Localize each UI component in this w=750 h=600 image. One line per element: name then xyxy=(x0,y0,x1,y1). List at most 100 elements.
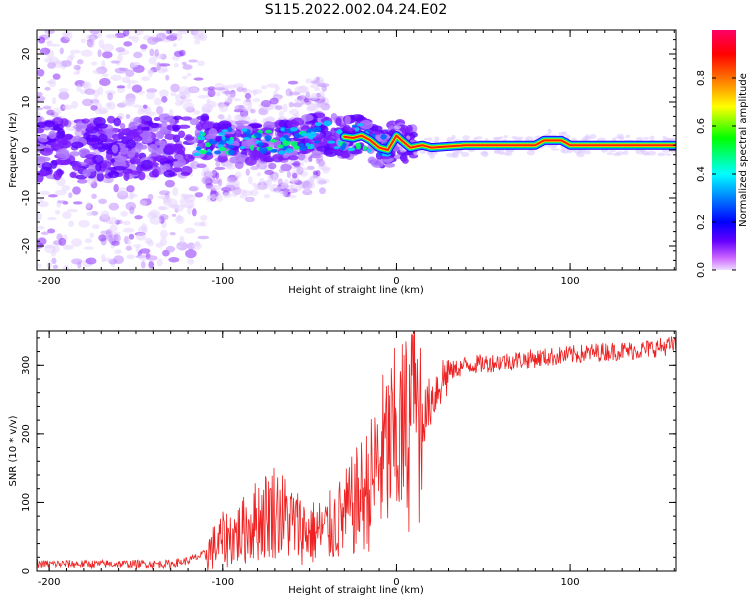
spectrogram-speckle xyxy=(37,95,46,102)
spectrogram-spot xyxy=(313,126,322,133)
spectrogram-speckle xyxy=(55,189,67,196)
spectrogram-speckle xyxy=(116,219,123,225)
spectrogram-speckle xyxy=(274,85,280,92)
spectrogram-speckle xyxy=(168,257,180,263)
spectrogram-blob xyxy=(248,123,262,129)
spectrogram-blob xyxy=(177,124,191,129)
spectrogram-speckle xyxy=(245,168,250,176)
spectrogram-speckle xyxy=(187,258,195,265)
spectrogram-speckle xyxy=(125,69,135,78)
spectrogram-blob xyxy=(139,130,152,139)
spectrogram-speckle xyxy=(146,111,157,116)
spectrogram-speckle xyxy=(182,102,194,112)
colorbar-gradient xyxy=(712,30,736,270)
spectrogram-blob xyxy=(264,155,273,163)
snr-xtick-label: -100 xyxy=(211,577,234,588)
spectrogram-spot xyxy=(257,142,264,147)
spectrogram-blob xyxy=(287,155,299,161)
spectrogram-blob xyxy=(344,115,351,125)
spectrogram-speckle xyxy=(58,237,67,246)
spectrogram-speckle xyxy=(62,211,72,219)
spectrogram-speckle xyxy=(216,92,221,97)
spectrogram-speckle xyxy=(263,99,270,106)
spectrogram-speckle xyxy=(128,195,134,200)
spectrogram-speckle xyxy=(117,187,129,196)
spectrogram-speckle xyxy=(110,74,122,81)
spectrogram-speckle xyxy=(140,43,148,50)
spectrogram-haze xyxy=(455,150,463,154)
spectrogram-ridge-core xyxy=(343,134,676,151)
spectrogram-speckle xyxy=(182,98,193,103)
spectrogram-speckle xyxy=(268,162,277,170)
spectrogram-spot xyxy=(227,126,233,132)
spectrogram-speckle xyxy=(244,93,252,100)
snr-ylabel: SNR (10 * v/v) xyxy=(8,415,19,486)
spectrogram-speckle xyxy=(114,32,126,39)
spectrogram-speckle xyxy=(247,176,253,184)
spectrogram-speckle xyxy=(37,212,43,221)
spectrogram-speckle xyxy=(299,167,310,171)
spectrogram-speckle xyxy=(37,263,42,269)
spectrogram-speckle xyxy=(108,217,118,225)
spectrogram-speckle xyxy=(120,211,128,217)
spectrogram-spot xyxy=(260,149,267,154)
spectrogram-speckle xyxy=(73,64,81,71)
spectrogram-speckle xyxy=(72,201,83,205)
spectrogram-speckle xyxy=(193,110,201,115)
spectrogram-haze xyxy=(646,150,657,156)
spectrogram-speckle xyxy=(272,188,279,192)
spectrogram-blob xyxy=(133,116,142,125)
spectrogram-haze xyxy=(547,128,552,135)
spectrogram-speckle xyxy=(115,47,126,53)
spectrogram-blob xyxy=(137,171,146,181)
spectrogram-speckle xyxy=(227,114,232,123)
spectrogram-speckle xyxy=(86,211,93,216)
spectrogram-spot xyxy=(377,152,383,156)
spectrogram-speckle xyxy=(63,31,73,41)
spectrogram-haze xyxy=(393,125,402,130)
spectrogram-speckle xyxy=(279,168,285,173)
spectrogram-haze xyxy=(635,136,644,142)
spectrogram-speckle xyxy=(249,189,259,197)
spectrogram-blob xyxy=(180,116,193,121)
spectrogram-spot xyxy=(333,146,340,150)
spectrogram-speckle xyxy=(201,103,214,113)
spectrogram-speckle xyxy=(122,220,131,226)
spectrogram-speckle xyxy=(303,159,309,163)
spectrogram-blob xyxy=(111,133,124,141)
spectrogram-speckle xyxy=(159,229,168,239)
spectrogram-speckle xyxy=(132,244,142,248)
snr-ytick-label: 0 xyxy=(21,568,32,574)
spectrogram-blob xyxy=(48,130,57,140)
colorbar-tick-label: 0.0 xyxy=(696,262,707,278)
snr-series-line xyxy=(37,331,676,571)
spectrogram-speckle xyxy=(119,122,126,130)
colorbar: 0.0 0.2 0.4 0.6 0.8 Normalized spectral ampl… xyxy=(696,30,749,278)
spectrogram-speckle xyxy=(37,237,47,246)
spectrogram-speckle xyxy=(245,98,251,102)
spectrogram-spot xyxy=(242,137,251,141)
spectrogram-speckle xyxy=(131,84,143,93)
spectrogram-marks xyxy=(37,30,676,270)
spectrogram-speckle xyxy=(225,96,233,104)
spectrogram-speckle xyxy=(80,38,86,44)
spectrogram-blob xyxy=(286,119,300,129)
spectrogram-spot xyxy=(264,135,272,141)
spectrogram-spot xyxy=(278,150,286,155)
spectrogram-speckle xyxy=(142,104,148,109)
spectrogram-blob xyxy=(71,162,82,172)
spectrogram-haze xyxy=(431,140,439,143)
spectrogram-blob xyxy=(133,134,143,142)
spectrogram-speckle xyxy=(39,47,51,55)
spectrogram-blob xyxy=(341,149,350,159)
spectrogram-haze xyxy=(446,136,454,142)
colorbar-tick-label: 0.4 xyxy=(696,166,707,182)
spectrogram-blob xyxy=(158,113,172,123)
spectrogram-blob xyxy=(112,166,127,171)
spectrogram-spot xyxy=(280,127,285,132)
spectrogram-spot xyxy=(258,146,264,151)
spectrogram-haze xyxy=(497,148,505,155)
spectrogram-speckle xyxy=(62,104,73,110)
spectrogram-speckle xyxy=(224,184,236,192)
spectrogram-speckle xyxy=(133,51,143,59)
